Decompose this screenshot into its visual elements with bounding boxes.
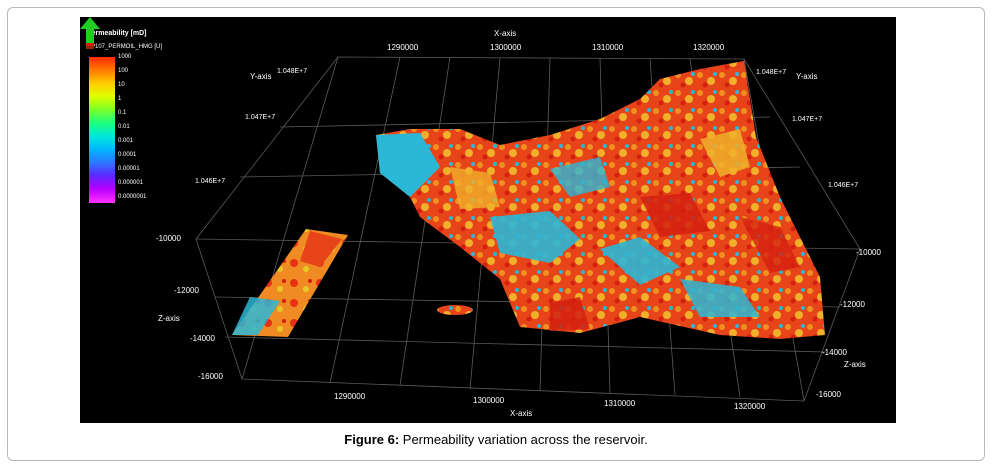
y-tick-right-0: 1.048E+7 (756, 69, 786, 76)
legend-label: 1000 (118, 54, 132, 60)
legend-label: 0.00001 (118, 166, 140, 172)
z-axis-title-left: Z-axis (158, 314, 180, 323)
x-tick-bottom-1: 1300000 (473, 396, 505, 405)
y-axis-title-right: Y-axis (796, 72, 818, 81)
legend-label: 1 (118, 96, 122, 102)
z-tick-left-1: -12000 (174, 286, 199, 295)
legend-label: 0.01 (118, 124, 130, 130)
caption-text: Permeability variation across the reserv… (399, 432, 648, 447)
x-tick-top-1: 1300000 (490, 43, 522, 52)
legend-label: 0.0000001 (118, 194, 147, 200)
z-tick-right-0: -10000 (856, 248, 881, 257)
x-tick-top-3: 1320000 (693, 43, 725, 52)
x-tick-bottom-2: 1310000 (604, 399, 636, 408)
legend-label: 100 (118, 68, 129, 74)
z-tick-right-1: -12000 (840, 300, 865, 309)
z-tick-left-2: -14000 (190, 334, 215, 343)
caption-label: Figure 6: (344, 432, 400, 447)
axis-labels: X-axis 1290000 1300000 1310000 1320000 Y… (156, 29, 881, 418)
surface-left-strip (232, 229, 348, 337)
legend-label: 10 (118, 82, 125, 88)
x-axis-title-top: X-axis (494, 29, 516, 38)
y-axis-title-left: Y-axis (250, 72, 272, 81)
x-tick-bottom-0: 1290000 (334, 392, 366, 401)
z-tick-left-0: -10000 (156, 234, 181, 243)
legend-labels: 1000 100 10 1 0.1 0.01 0.001 0.0001 0.00… (118, 54, 178, 204)
legend-label: 0.000001 (118, 180, 144, 186)
y-tick-left-1: 1.047E+7 (245, 114, 275, 121)
x-tick-top-2: 1310000 (592, 43, 624, 52)
legend-color-bar (89, 57, 115, 203)
z-tick-right-3: -16000 (816, 390, 841, 399)
y-tick-left-0: 1.048E+7 (277, 68, 307, 75)
x-tick-top-0: 1290000 (387, 43, 419, 52)
legend-title: Permeability [mD] (87, 30, 147, 37)
z-axis-title-right: Z-axis (844, 360, 866, 369)
legend-label: 0.1 (118, 110, 127, 116)
legend-label: 0.0001 (118, 152, 137, 158)
z-tick-right-2: -14000 (822, 348, 847, 357)
north-arrow-icon[interactable] (80, 17, 100, 51)
y-tick-right-2: 1.046E+7 (828, 182, 858, 189)
y-tick-right-1: 1.047E+7 (792, 116, 822, 123)
figure-caption: Figure 6: Permeability variation across … (0, 432, 992, 447)
x-tick-bottom-3: 1320000 (734, 402, 766, 411)
legend-label: 0.001 (118, 138, 134, 144)
z-tick-left-3: -16000 (198, 372, 223, 381)
3d-viewer[interactable]: X-axis 1290000 1300000 1310000 1320000 Y… (80, 17, 896, 423)
surface-main (376, 61, 825, 339)
legend-property: EP107_PERMOIL_HMG [U] (87, 44, 163, 50)
y-tick-left-2: 1.046E+7 (195, 178, 225, 185)
x-axis-title-bottom: X-axis (510, 409, 532, 418)
surface-island (437, 305, 473, 315)
reservoir-3d-view: X-axis 1290000 1300000 1310000 1320000 Y… (156, 29, 881, 418)
